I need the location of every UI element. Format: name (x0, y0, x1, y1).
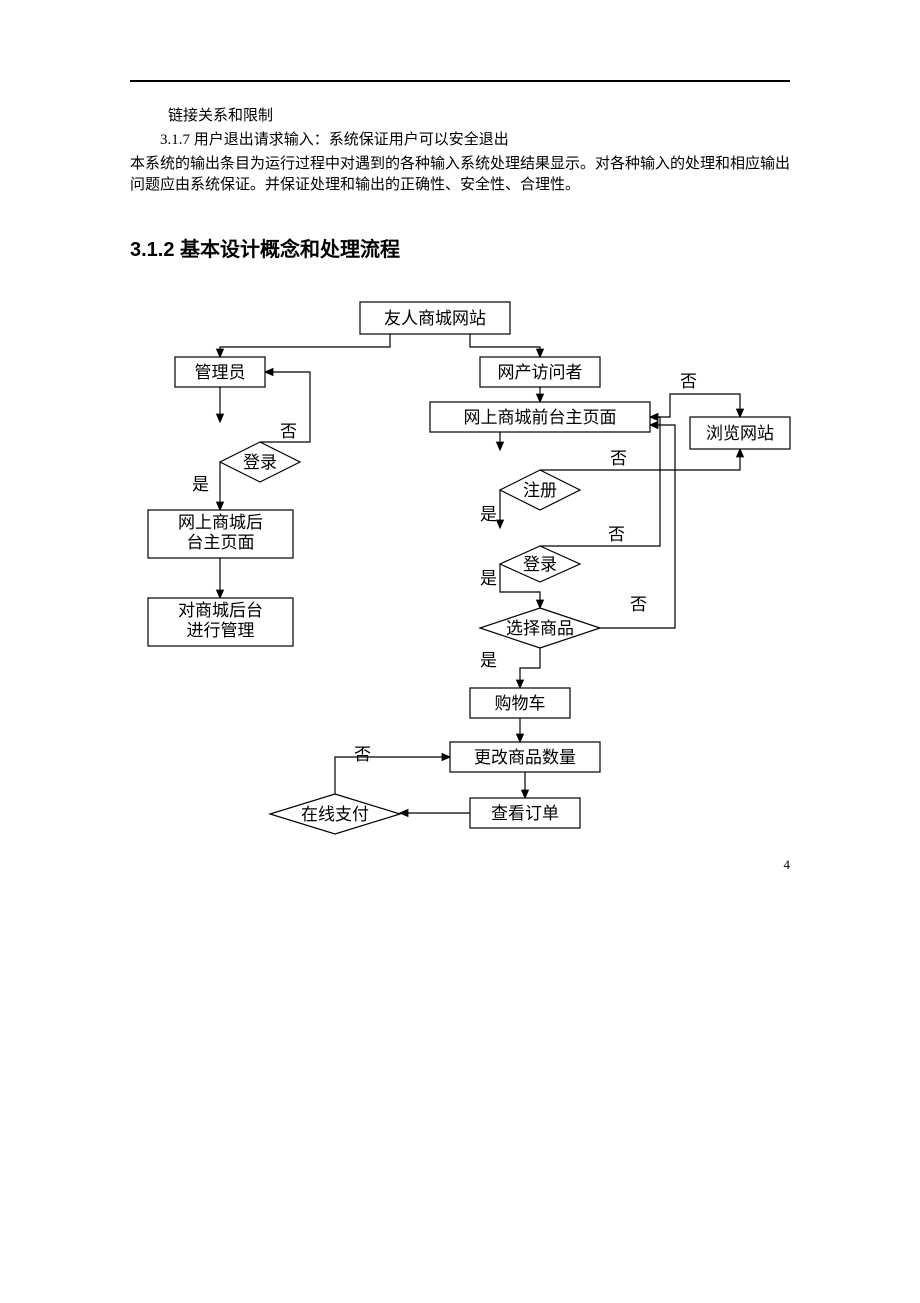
paragraph-line-3: 本系统的输出条目为运行过程中对遇到的各种输入系统处理结果显示。对各种输入的处理和… (130, 154, 790, 198)
flow-node-label: 查看订单 (491, 804, 559, 823)
flow-node-label: 更改商品数量 (474, 748, 576, 767)
flow-node-label: 注册 (523, 481, 557, 500)
flow-edge-label: 否 (680, 372, 697, 391)
flow-edge-label: 否 (354, 745, 371, 764)
flow-edge-label: 否 (610, 449, 627, 468)
flowchart-svg: 友人商城网站管理员网产访问者网上商城前台主页面浏览网站登录网上商城后台主页面注册… (130, 292, 810, 852)
paragraph-line-2: 3.1.7 用户退出请求输入：系统保证用户可以安全退出 (160, 130, 790, 152)
flow-node-label: 登录 (523, 555, 557, 574)
flow-edge (650, 394, 740, 417)
flow-edge-label: 否 (608, 525, 625, 544)
flow-node-label: 选择商品 (506, 619, 574, 638)
flow-edge (335, 757, 450, 794)
top-rule (130, 80, 790, 82)
flow-edge-label: 否 (280, 422, 297, 441)
paragraph-line-1: 链接关系和限制 (168, 106, 790, 128)
flow-edge-label: 是 (480, 569, 497, 588)
flow-node-label: 在线支付 (301, 805, 369, 824)
flowchart: 友人商城网站管理员网产访问者网上商城前台主页面浏览网站登录网上商城后台主页面注册… (130, 292, 790, 857)
flow-node-label: 友人商城网站 (384, 309, 486, 328)
flow-edge (470, 334, 540, 357)
flow-node-label: 进行管理 (187, 621, 255, 640)
flow-node-label: 台主页面 (187, 533, 255, 552)
flow-node-label: 登录 (243, 453, 277, 472)
flow-node-label: 对商城后台 (178, 601, 263, 620)
flow-edge (540, 449, 740, 470)
flow-edge-label: 是 (480, 651, 497, 670)
document-page: 链接关系和限制 3.1.7 用户退出请求输入：系统保证用户可以安全退出 本系统的… (0, 0, 920, 897)
flow-edge (220, 334, 390, 357)
flow-node-label: 网上商城前台主页面 (464, 408, 617, 427)
flow-edge-label: 否 (630, 595, 647, 614)
flow-edge-label: 是 (480, 505, 497, 524)
flow-edge (520, 648, 540, 688)
flow-node-label: 网产访问者 (498, 363, 583, 382)
flow-edge-label: 是 (192, 475, 209, 494)
flow-node-label: 网上商城后 (178, 513, 263, 532)
section-heading: 3.1.2 基本设计概念和处理流程 (130, 233, 790, 262)
page-number: 4 (784, 857, 791, 873)
flow-node-label: 管理员 (195, 363, 246, 382)
flow-node-label: 购物车 (495, 694, 546, 713)
flow-node-label: 浏览网站 (706, 424, 774, 443)
